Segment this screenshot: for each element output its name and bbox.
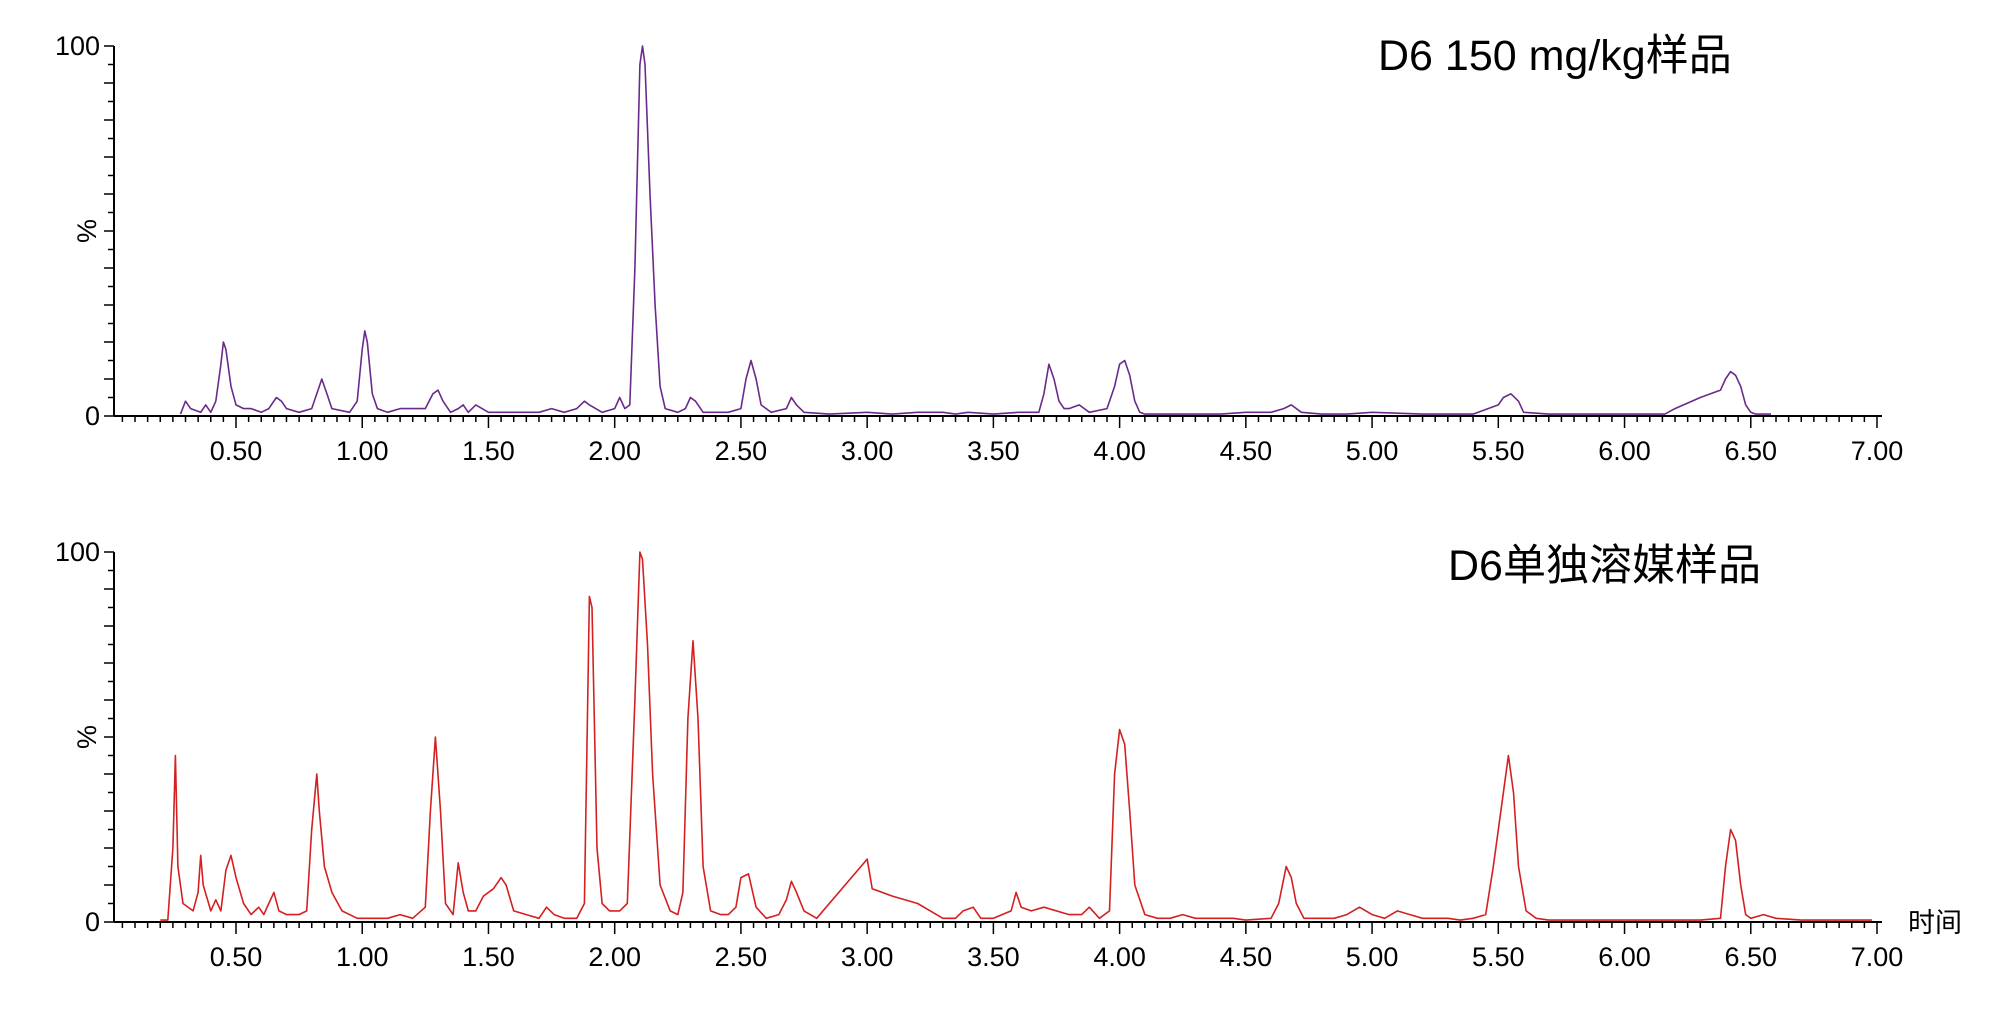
x-tick-label: 1.00 — [336, 942, 389, 972]
x-tick-label: 3.00 — [841, 942, 894, 972]
chart-panel-bottom: 0 100% 0.50 1.00 1.50 2.00 2.50 3.00 3.50 4.00 4.5… — [55, 537, 1962, 972]
x-tick-label: 4.50 — [1220, 436, 1273, 466]
chart-panel-top: 0 100% 0.50 1.00 1.50 2.00 2.50 3.00 3.50 4.00 4.5… — [55, 31, 1903, 466]
x-axis-label: 时间 — [1908, 908, 1962, 938]
x-tick-label: 4.00 — [1093, 942, 1146, 972]
x-tick-label: 1.50 — [462, 942, 515, 972]
x-tick-label: 3.50 — [967, 436, 1020, 466]
y-tick-label: 0 — [85, 907, 100, 937]
x-tick-label: 2.00 — [588, 942, 641, 972]
x-tick-label: 0.50 — [210, 436, 263, 466]
x-tick-label: 1.00 — [336, 436, 389, 466]
y-axis-label: % — [72, 725, 102, 749]
x-tick-label: 3.50 — [967, 942, 1020, 972]
x-tick-label: 6.50 — [1724, 942, 1777, 972]
y-tick-label: 100 — [55, 537, 100, 567]
x-tick-label: 0.50 — [210, 942, 263, 972]
chart-title: D6 150 mg/kg样品 — [1378, 32, 1732, 80]
x-tick-label: 7.00 — [1851, 436, 1904, 466]
x-tick-label: 2.50 — [715, 436, 768, 466]
x-tick-label: 4.00 — [1093, 436, 1146, 466]
x-tick-label: 5.50 — [1472, 942, 1525, 972]
x-tick-label: 4.50 — [1220, 942, 1273, 972]
x-tick-label: 5.00 — [1346, 436, 1399, 466]
x-tick-label: 5.00 — [1346, 942, 1399, 972]
x-tick-label: 3.00 — [841, 436, 894, 466]
x-tick-label: 2.50 — [715, 942, 768, 972]
x-tick-label: 1.50 — [462, 436, 515, 466]
y-tick-label: 0 — [85, 401, 100, 431]
series-line — [160, 551, 1872, 921]
chart-title: D6单独溶媒样品 — [1448, 542, 1761, 590]
x-tick-label: 6.50 — [1724, 436, 1777, 466]
x-tick-label: 7.00 — [1851, 942, 1904, 972]
x-tick-label: 6.00 — [1598, 436, 1651, 466]
x-tick-label: 6.00 — [1598, 942, 1651, 972]
y-axis-label: % — [72, 219, 102, 243]
series-line — [179, 45, 1771, 415]
y-tick-label: 100 — [55, 31, 100, 61]
x-tick-label: 5.50 — [1472, 436, 1525, 466]
x-tick-label: 2.00 — [588, 436, 641, 466]
